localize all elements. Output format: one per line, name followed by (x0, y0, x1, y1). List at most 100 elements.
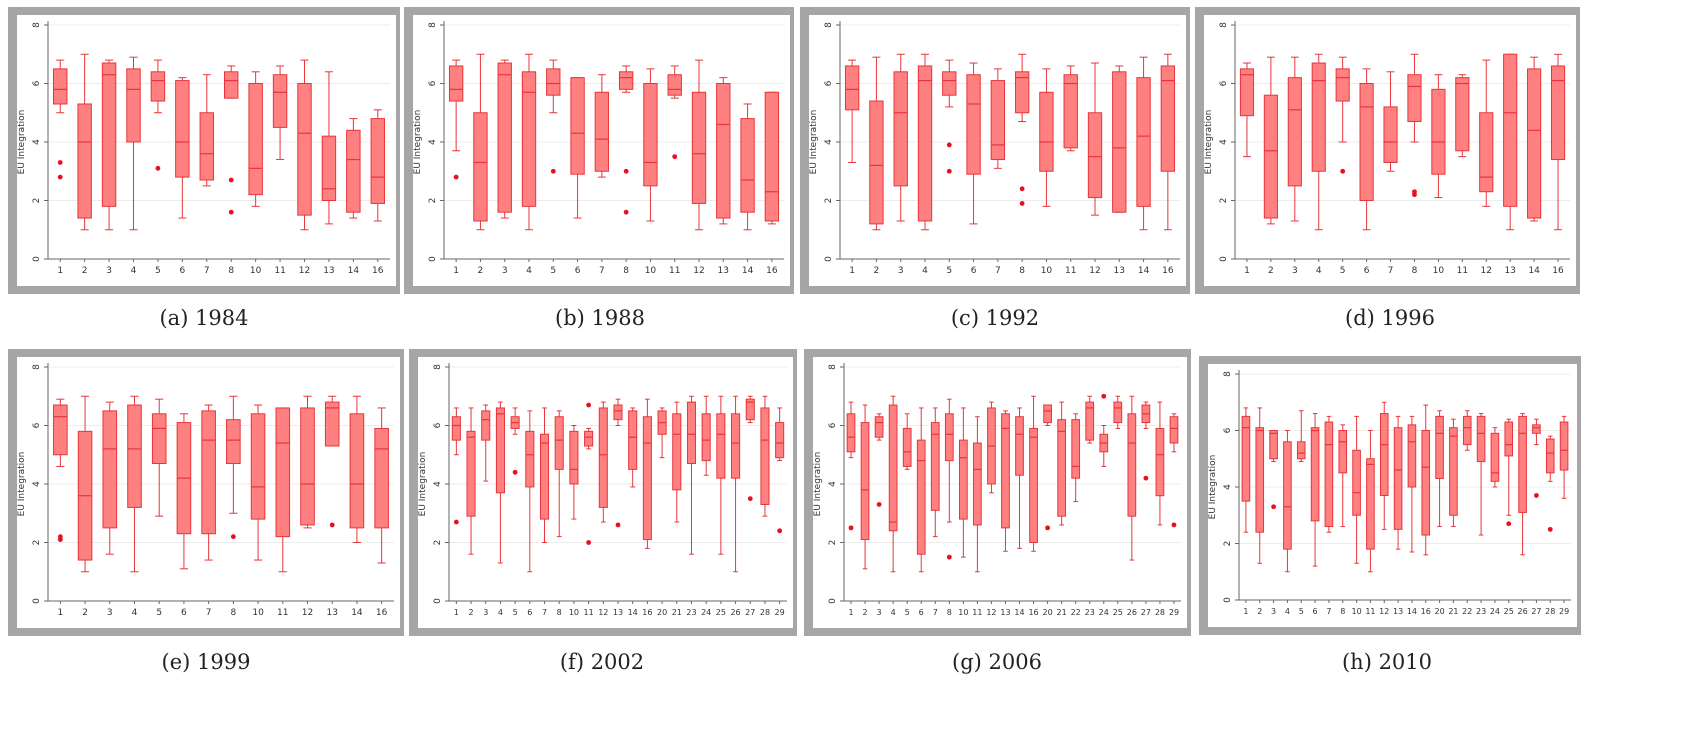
y-tick-label: 2 (1223, 541, 1233, 547)
x-tick-label: 3 (1292, 266, 1298, 276)
box-11 (1366, 430, 1375, 573)
x-tick-label: 28 (760, 608, 770, 617)
box-body (1255, 427, 1265, 533)
box-body (250, 413, 266, 520)
x-tick-label: 10 (958, 608, 968, 617)
box-body (1462, 415, 1472, 446)
outlier-point (615, 522, 621, 528)
box-25 (716, 395, 726, 555)
box-16 (370, 109, 386, 222)
caption-b: (b) 1988 (555, 306, 645, 330)
box-12 (1379, 401, 1389, 530)
y-tick-label: 6 (828, 422, 838, 428)
x-tick-label: 24 (1099, 608, 1109, 617)
y-tick-label: 2 (32, 540, 42, 546)
caption-e: (e) 1999 (161, 650, 251, 674)
box-13 (1001, 410, 1010, 552)
box-body (1127, 413, 1137, 517)
box-26 (731, 395, 741, 573)
x-tick-label: 12 (598, 608, 608, 617)
box-10 (1352, 415, 1361, 564)
x-tick-label: 3 (106, 266, 112, 276)
box-body (1112, 71, 1127, 213)
x-tick-label: 5 (905, 608, 910, 617)
box-body (1071, 419, 1081, 479)
y-tick-label: 0 (1219, 256, 1229, 262)
box-28 (1155, 401, 1165, 526)
box-body (175, 80, 190, 178)
outlier-point (586, 402, 592, 408)
box-12 (297, 59, 312, 231)
box-8 (554, 410, 564, 538)
box-6 (1310, 413, 1320, 567)
box-body (1043, 404, 1052, 424)
box-4 (1283, 430, 1292, 573)
box-7 (930, 407, 940, 538)
box-body (716, 83, 731, 219)
x-tick-label: 4 (526, 266, 532, 276)
box-body (917, 65, 933, 222)
x-tick-label: 5 (1299, 607, 1304, 616)
x-tick-label: 4 (1316, 266, 1322, 276)
x-tick-label: 1 (1243, 607, 1248, 616)
outlier-point (672, 154, 678, 160)
box-body (942, 71, 957, 96)
box-body (1383, 106, 1398, 163)
box-body (888, 404, 898, 532)
box-body (1431, 88, 1446, 175)
box-body (628, 410, 638, 470)
box-14 (346, 118, 361, 219)
y-tick-label: 6 (433, 422, 443, 428)
box-8 (223, 65, 239, 215)
box-body (667, 74, 682, 96)
box-body (716, 413, 726, 479)
y-tick-label: 0 (32, 256, 42, 262)
box-body (1014, 71, 1030, 114)
x-tick-label: 3 (898, 266, 904, 276)
box-body (618, 71, 634, 90)
x-tick-label: 3 (502, 266, 508, 276)
box-7 (201, 404, 216, 561)
x-tick-label: 8 (1412, 266, 1418, 276)
box-26 (1127, 395, 1137, 561)
x-tick-label: 3 (483, 608, 488, 617)
box-body (1559, 421, 1569, 471)
x-tick-label: 8 (947, 608, 952, 617)
x-tick-label: 16 (372, 266, 384, 276)
box-1 (52, 59, 68, 180)
box-28 (760, 395, 770, 517)
box-body (893, 71, 908, 187)
x-tick-label: 25 (716, 608, 726, 617)
x-tick-label: 7 (204, 266, 210, 276)
box-body (1039, 91, 1054, 172)
x-tick-label: 4 (498, 608, 503, 617)
box-body (1518, 415, 1527, 513)
box-body (151, 413, 167, 465)
x-tick-label: 21 (1448, 607, 1458, 616)
box-3 (481, 404, 491, 482)
x-tick-label: 5 (155, 266, 161, 276)
x-tick-label: 16 (1552, 266, 1564, 276)
x-tick-label: 26 (1127, 608, 1137, 617)
x-tick-label: 20 (1434, 607, 1444, 616)
outlier-point (747, 496, 753, 502)
x-tick-label: 2 (1257, 607, 1262, 616)
x-tick-label: 13 (326, 608, 337, 618)
box-5 (150, 59, 166, 171)
y-tick-label: 2 (824, 198, 834, 204)
x-tick-label: 27 (1531, 607, 1541, 616)
caption-g: (g) 2006 (952, 650, 1042, 674)
box-body (1359, 83, 1374, 201)
x-tick-label: 16 (642, 608, 652, 617)
box-2 (77, 53, 92, 231)
box-body (764, 91, 780, 222)
box-body (1057, 419, 1067, 517)
box-21 (672, 401, 682, 523)
x-tick-label: 2 (1268, 266, 1274, 276)
outlier-point (1143, 475, 1149, 481)
panel-c: 0 2 4 6 8 EU Integration 1 2 3 4 5 6 7 8 10 11 12 13 14 16 (800, 7, 1190, 294)
box-6 (570, 77, 585, 219)
box-7 (594, 74, 610, 178)
x-tick-label: 8 (1340, 607, 1345, 616)
